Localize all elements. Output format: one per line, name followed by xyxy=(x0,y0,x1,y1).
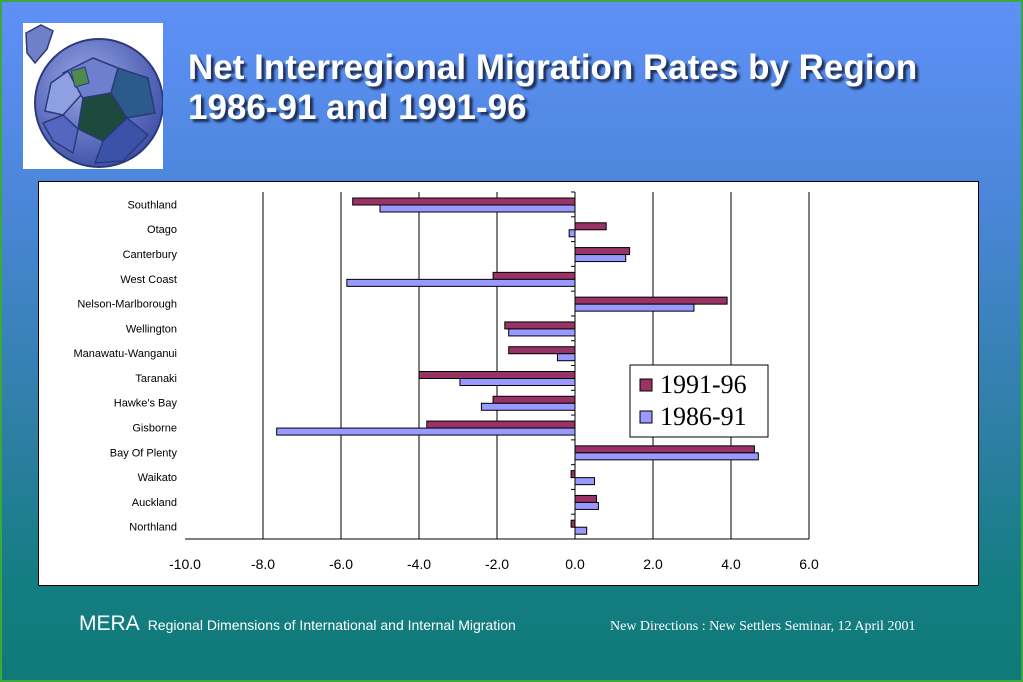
x-tick-label: 0.0 xyxy=(565,556,585,572)
x-tick-label: -10.0 xyxy=(169,556,201,572)
category-label: Auckland xyxy=(132,497,177,509)
bar-1991-96 xyxy=(504,321,576,330)
category-label: Manawatu-Wanganui xyxy=(73,348,177,360)
bar-1986-91 xyxy=(574,254,627,263)
bar-1991-96 xyxy=(418,371,576,379)
bar-1986-91 xyxy=(480,402,576,411)
bar-1991-96 xyxy=(574,296,728,305)
legend-swatch xyxy=(639,378,653,392)
bar-1991-96 xyxy=(570,519,576,528)
legend-swatch xyxy=(639,410,653,424)
bar-1991-96 xyxy=(426,420,576,429)
category-label: Wellington xyxy=(126,323,177,335)
category-label: Canterbury xyxy=(123,249,178,261)
bar-1986-91 xyxy=(574,452,759,461)
category-label: Gisborne xyxy=(132,422,177,434)
bar-1986-91 xyxy=(556,353,576,362)
bar-1991-96 xyxy=(570,470,576,479)
bar-1986-91 xyxy=(276,427,576,436)
category-label: Bay Of Plenty xyxy=(110,447,178,459)
footer-right: New Directions : New Settlers Seminar, 1… xyxy=(610,619,916,634)
footer-subtitle: Regional Dimensions of International and… xyxy=(147,617,516,633)
bar-1991-96 xyxy=(574,222,607,231)
bar-1986-91 xyxy=(459,378,576,386)
bar-1986-91 xyxy=(574,303,695,312)
x-tick-label: -8.0 xyxy=(251,556,275,572)
migration-bar-chart: -10.0 -8.0 -6.0 -4.0 -2.0 0.0 2.0 4.0 6.0 Southla… xyxy=(73,191,819,572)
title-line-1: Net Interregional Migration Rates by Reg… xyxy=(188,48,918,87)
x-tick-label: -2.0 xyxy=(485,556,509,572)
category-label: West Coast xyxy=(120,274,177,286)
x-tick-label: 2.0 xyxy=(643,556,663,572)
bar-1986-91 xyxy=(568,229,576,238)
bar-1991-96 xyxy=(352,197,576,206)
bar-1991-96 xyxy=(492,395,576,404)
category-label: Otago xyxy=(147,224,177,236)
category-label: Southland xyxy=(127,199,177,211)
x-tick-label: 6.0 xyxy=(799,556,819,572)
bar-1991-96 xyxy=(492,271,576,280)
bar-1991-96 xyxy=(574,494,597,503)
x-tick-label: -4.0 xyxy=(407,556,431,572)
bar-1991-96 xyxy=(574,445,755,454)
category-label: Hawke's Bay xyxy=(114,398,178,410)
x-tick-label: 4.0 xyxy=(721,556,741,572)
slide-title: Net Interregional Migration Rates by Reg… xyxy=(188,48,988,128)
bar-1986-91 xyxy=(508,328,576,337)
bar-1991-96 xyxy=(508,346,576,355)
logo xyxy=(23,23,163,169)
bar-1986-91 xyxy=(574,526,588,535)
legend-label: 1991-96 xyxy=(660,370,747,399)
globe-puzzle-icon xyxy=(25,24,163,168)
legend-box xyxy=(629,364,769,438)
x-tick-label: -6.0 xyxy=(329,556,353,572)
bar-1986-91 xyxy=(379,204,576,213)
category-label: Nelson-Marlborough xyxy=(77,299,177,311)
bar-1986-91 xyxy=(574,501,599,510)
category-label: Northland xyxy=(129,522,177,534)
bar-1986-91 xyxy=(346,278,576,287)
legend-label: 1986-91 xyxy=(660,402,747,431)
category-label: Waikato xyxy=(138,472,177,484)
category-label: Taranaki xyxy=(135,373,177,385)
chart-panel: -10.0 -8.0 -6.0 -4.0 -2.0 0.0 2.0 4.0 6.0 Southla… xyxy=(38,181,979,586)
footer-mera: MERA xyxy=(79,612,140,635)
footer-left: MERA Regional Dimensions of International… xyxy=(79,612,516,636)
title-line-2: 1986-91 and 1991-96 xyxy=(188,88,527,127)
bar-1991-96 xyxy=(574,247,631,256)
bar-1986-91 xyxy=(574,477,595,486)
